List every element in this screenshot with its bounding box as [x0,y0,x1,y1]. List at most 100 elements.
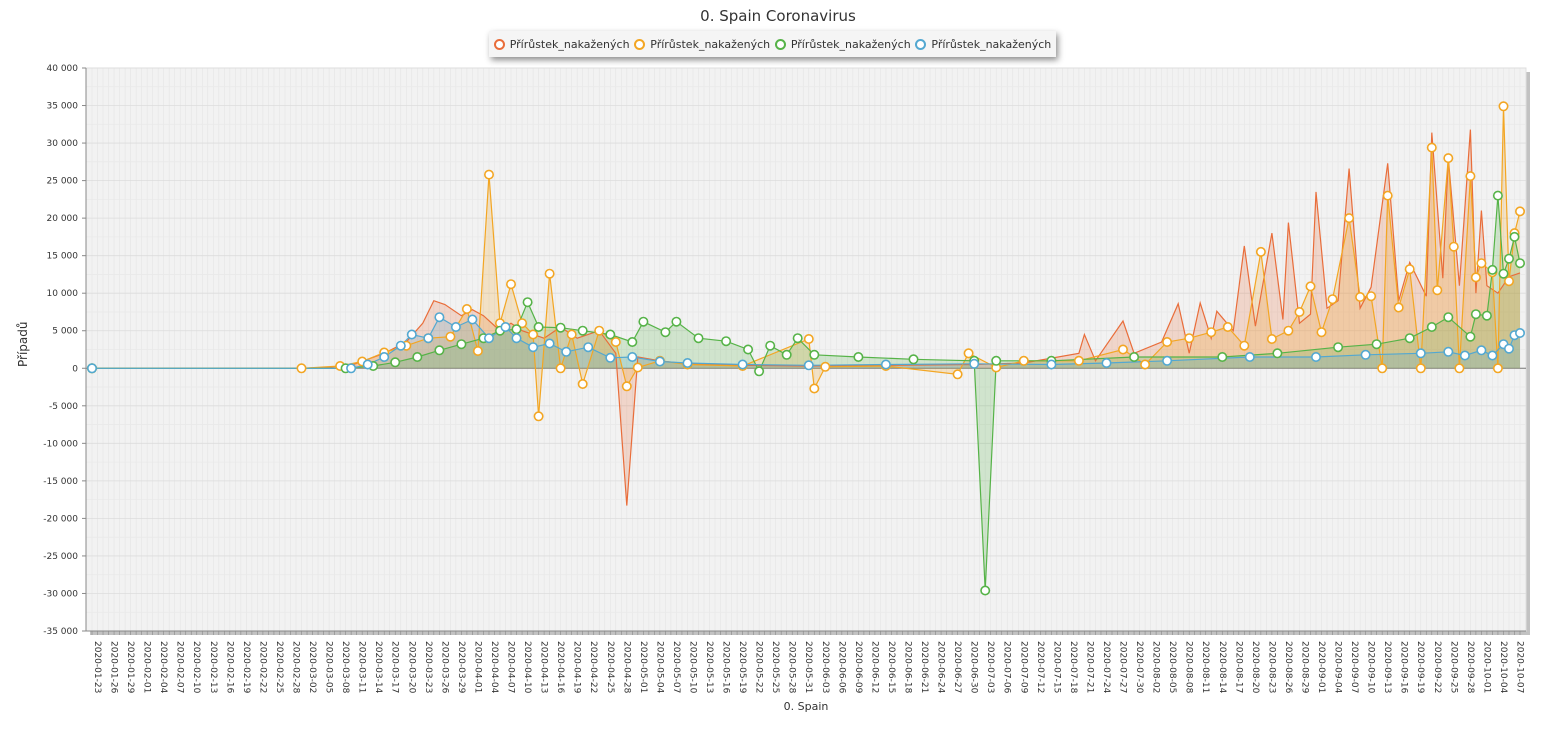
x-tick-label: 2020-07-18 [1068,641,1078,694]
series-point-2 [1404,333,1415,344]
x-tick-label: 2020-03-08 [340,641,350,694]
series-point-1 [1492,363,1503,374]
x-tick-label: 2020-09-10 [1366,641,1376,694]
series-point-1 [1498,101,1509,112]
series-point-1 [1382,190,1393,201]
x-tick-label: 2020-05-13 [704,641,714,693]
x-tick-label: 2020-07-03 [985,641,995,693]
x-tick-label: 2020-02-04 [158,641,168,694]
series-point-3 [450,321,461,332]
series-point-3 [483,333,494,344]
x-tick-label: 2020-07-15 [1051,641,1061,693]
series-point-2 [434,345,445,356]
chart-legend: Přírůstek_nakažených Přírůstek_nakaženýc… [489,31,1056,57]
series-point-3 [395,340,406,351]
x-tick-label: 2020-04-07 [506,641,516,693]
series-point-1 [1454,363,1465,374]
series-point-1 [803,333,814,344]
series-point-2 [627,336,638,347]
series-point-1 [1140,359,1151,370]
x-tick-label: 2020-08-17 [1233,641,1243,693]
series-point-1 [1432,285,1443,296]
y-tick-label: 20 000 [47,214,79,224]
series-point-2 [412,351,423,362]
y-tick-label: 15 000 [47,252,79,262]
x-tick-label: 2020-08-23 [1266,641,1276,693]
x-tick-label: 2020-07-27 [1118,641,1128,693]
series-point-2 [1443,312,1454,323]
series-point-3 [737,359,748,370]
x-tick-label: 2020-04-19 [572,641,582,694]
series-point-2 [1492,190,1503,201]
chart-title: 0. Spain Coronavirus [700,7,856,25]
series-point-3 [500,321,511,332]
series-point-1 [1344,213,1355,224]
x-tick-label: 2020-08-29 [1299,641,1309,694]
x-tick-label: 2020-09-19 [1415,641,1425,694]
legend-item[interactable]: Přírůstek_nakažených [493,37,630,51]
x-tick-label: 2020-05-16 [721,641,731,694]
series-line-1 [92,106,1521,417]
series-point-1 [1294,306,1305,317]
x-axis-title: 0. Spain [783,700,829,713]
series-point-2 [693,333,704,344]
y-tick-label: 35 000 [47,102,79,112]
x-tick-label: 2020-07-30 [1134,641,1144,694]
y-tick-label: 5 000 [52,327,78,337]
series-point-3 [682,357,693,368]
y-tick-label: -15 000 [43,477,78,487]
series-point-1 [1073,355,1084,366]
series-point-2 [721,336,732,347]
x-tick-label: 2020-09-16 [1399,641,1409,694]
legend-item[interactable]: Přírůstek_nakažených [915,38,1051,51]
x-tick-label: 2020-05-01 [638,641,648,693]
series-point-3 [544,338,555,349]
series-point-2 [781,349,792,360]
series-point-3 [87,363,98,374]
series-point-3 [1046,359,1057,370]
series-point-1 [1184,333,1195,344]
series-point-1 [1118,344,1129,355]
series-point-1 [1018,355,1029,366]
series-point-1 [1239,340,1250,351]
x-tick-label: 2020-09-07 [1349,641,1359,693]
y-tick-label: -5 000 [49,402,78,412]
series-point-2 [1272,348,1283,359]
series-point-3 [1504,343,1515,354]
series-point-1 [1476,258,1487,269]
series-point-1 [1504,276,1515,287]
y-tick-label: -25 000 [43,552,78,562]
x-tick-label: 2020-08-11 [1200,641,1210,693]
series-point-3 [379,351,390,362]
legend-item[interactable]: Přírůstek_nakažených [634,38,770,51]
x-tick-label: 2020-02-07 [175,641,185,693]
series-point-3 [1101,357,1112,368]
series-point-3 [423,333,434,344]
x-tick-label: 2020-04-04 [489,641,499,694]
x-tick-label: 2020-01-29 [125,641,135,694]
x-tick-label: 2020-02-13 [208,641,218,693]
series-point-2 [511,324,522,335]
series-point-1 [952,369,963,380]
x-tick-label: 2020-01-23 [92,641,102,693]
x-tick-label: 2020-03-05 [324,641,334,693]
x-tick-label: 2020-05-22 [754,641,764,693]
x-tick-label: 2020-05-19 [737,641,747,694]
x-tick-label: 2020-02-22 [257,641,267,693]
series-point-1 [544,268,555,279]
x-tick-label: 2020-02-28 [290,641,300,694]
x-tick-label: 2020-09-04 [1333,641,1343,694]
x-tick-label: 2020-06-24 [936,641,946,694]
series-point-1 [1283,325,1294,336]
x-tick-label: 2020-07-09 [1018,641,1028,694]
x-tick-label: 2020-04-13 [539,641,549,693]
series-point-1 [296,363,307,374]
legend-item[interactable]: Přírůstek_nakažených [774,38,911,51]
series-point-1 [566,329,577,340]
x-tick-label: 2020-03-23 [423,641,433,693]
legend-label: Přírůstek_nakažených [509,37,630,51]
x-tick-label: 2020-03-29 [456,641,466,694]
x-tick-label: 2020-05-07 [671,641,681,693]
series-point-2 [555,322,566,333]
series-point-3 [1360,349,1371,360]
